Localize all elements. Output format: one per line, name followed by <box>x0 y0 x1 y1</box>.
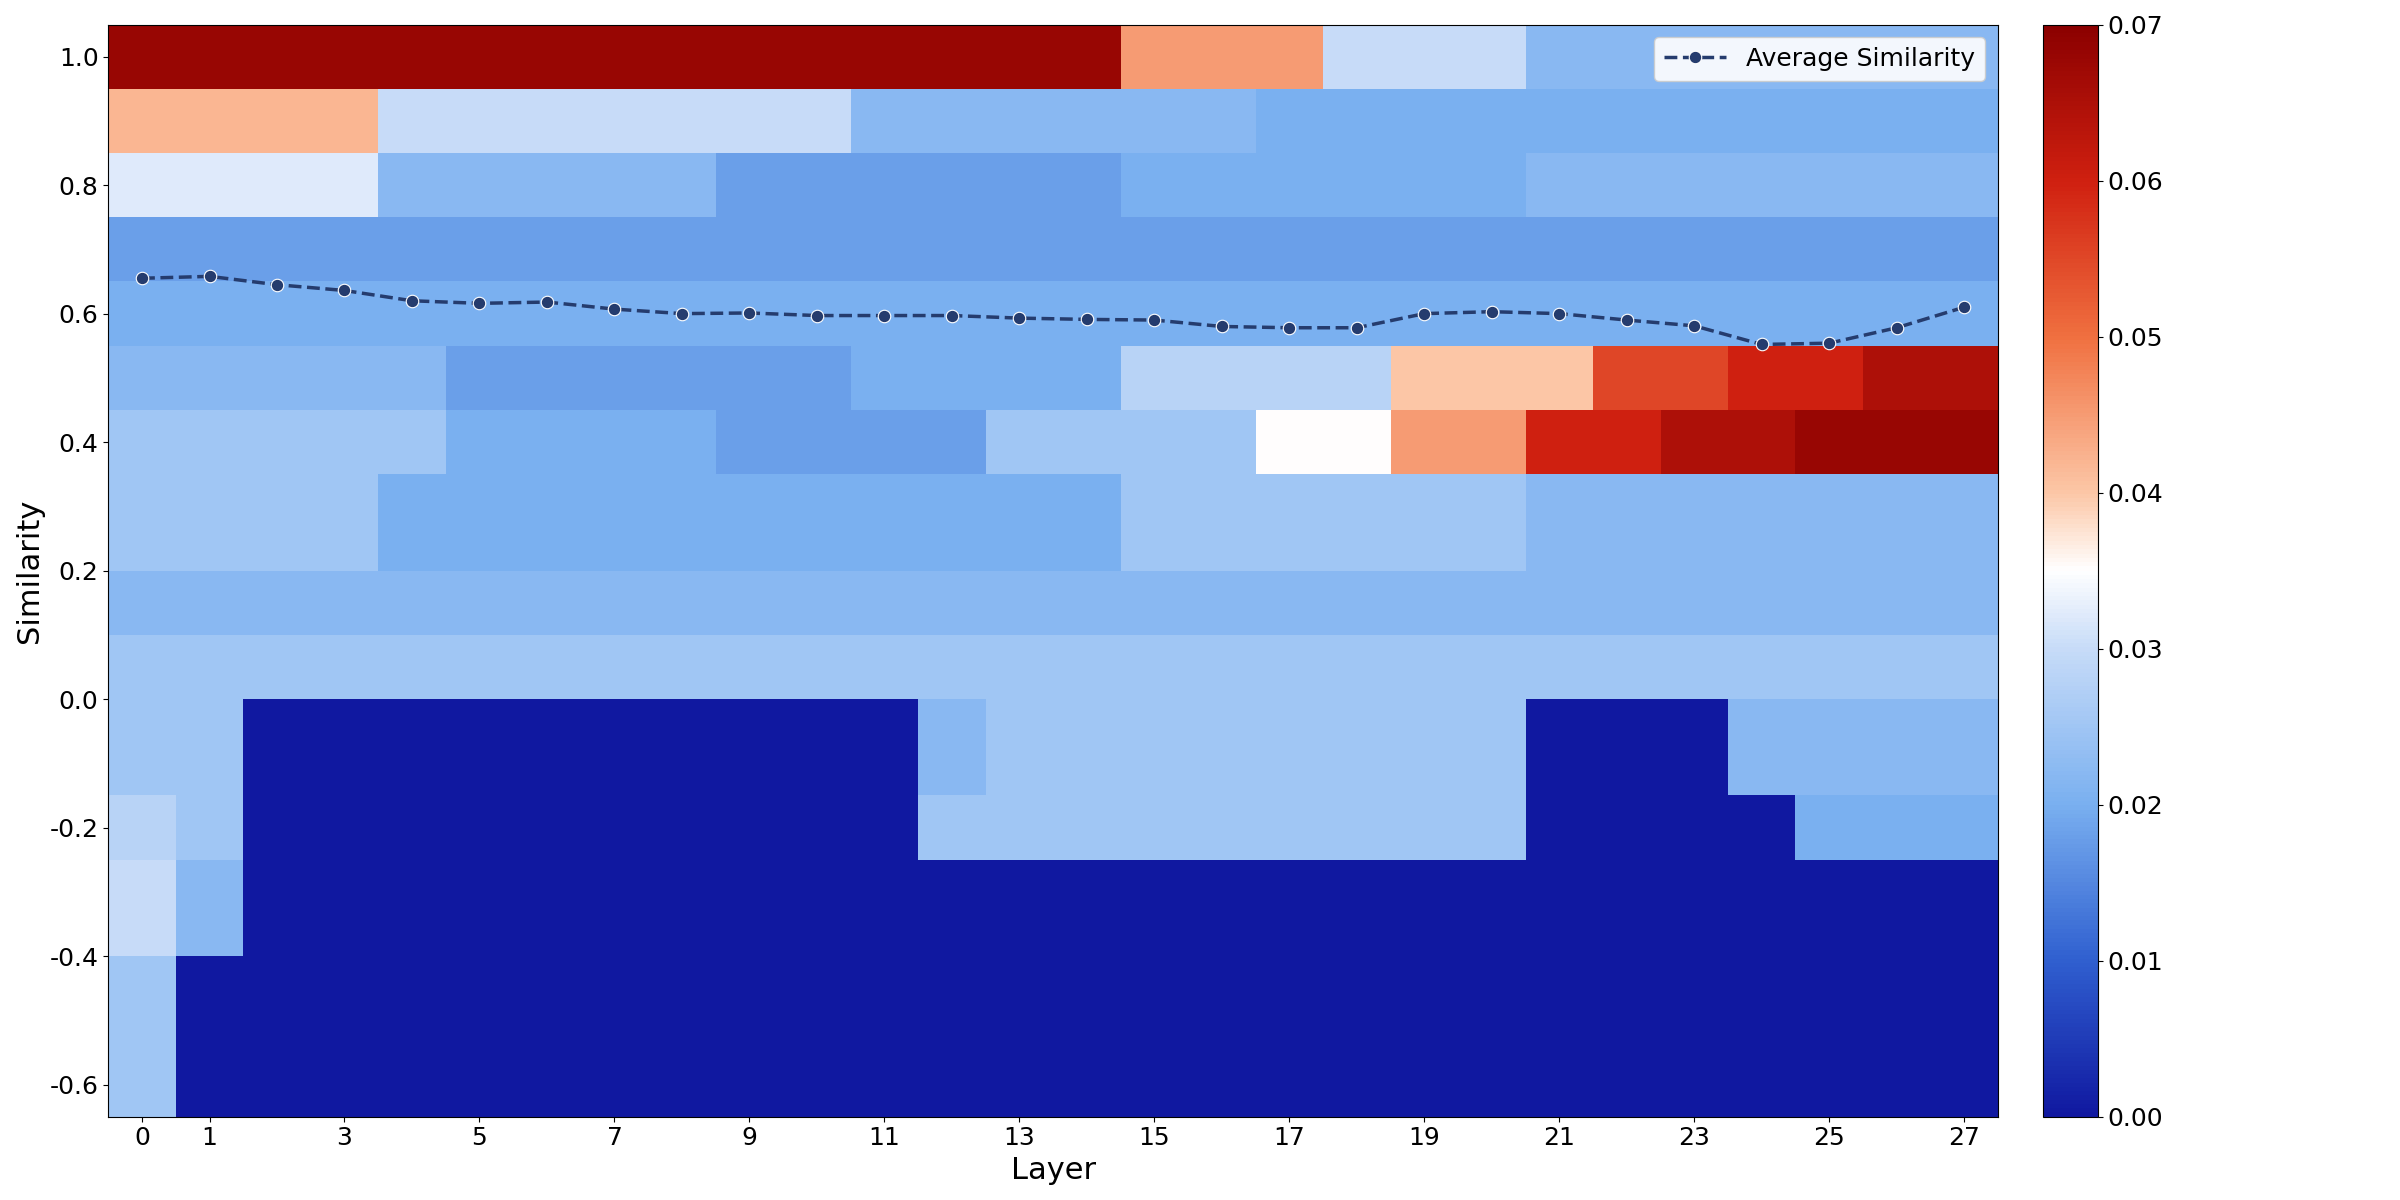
Average Similarity <box>1207 319 1236 334</box>
Legend: Average Similarity: Average Similarity <box>1654 37 1985 80</box>
Average Similarity <box>1073 312 1102 326</box>
Average Similarity <box>938 308 967 323</box>
Average Similarity <box>466 296 494 311</box>
Average Similarity <box>1882 320 1910 335</box>
Average Similarity <box>869 308 898 323</box>
Average Similarity <box>1680 319 1709 334</box>
Average Similarity <box>1274 320 1303 335</box>
Average Similarity <box>1949 300 1978 314</box>
Average Similarity <box>398 294 427 308</box>
Average Similarity <box>533 295 562 310</box>
Average Similarity <box>1546 306 1574 320</box>
Average Similarity <box>1409 306 1438 320</box>
Average Similarity <box>1613 313 1642 328</box>
Average Similarity <box>1342 320 1370 335</box>
Line: Average Similarity: Average Similarity <box>137 270 1970 350</box>
Average Similarity <box>127 271 156 286</box>
Y-axis label: Similarity: Similarity <box>14 498 43 643</box>
Average Similarity <box>1140 313 1169 328</box>
Average Similarity <box>262 277 290 292</box>
X-axis label: Layer: Layer <box>1010 1156 1097 1186</box>
Average Similarity <box>802 308 830 323</box>
Average Similarity <box>1814 336 1843 350</box>
Average Similarity <box>1478 305 1507 319</box>
Average Similarity <box>667 306 696 320</box>
Average Similarity <box>600 302 629 317</box>
Average Similarity <box>194 269 223 283</box>
Average Similarity <box>1006 311 1034 325</box>
Average Similarity <box>1747 337 1776 352</box>
Average Similarity <box>734 306 763 320</box>
Average Similarity <box>331 283 360 298</box>
